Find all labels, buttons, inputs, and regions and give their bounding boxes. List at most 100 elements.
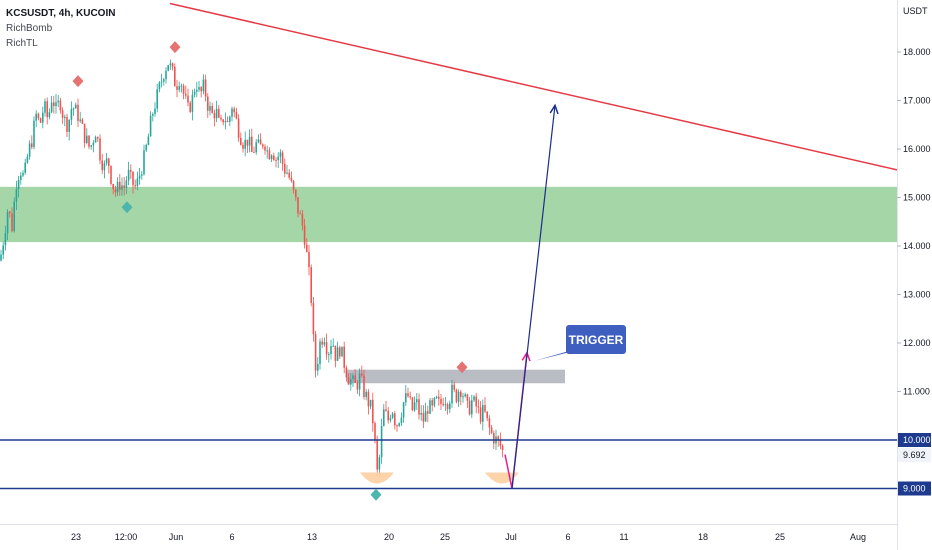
level-10-tag-label: 10.000 xyxy=(903,435,931,445)
price-tags: 10.000 9.692 9.000 xyxy=(898,433,931,496)
candle-body xyxy=(130,169,132,172)
indicator-richbomb[interactable]: RichBomb xyxy=(6,23,53,34)
candle-body xyxy=(231,108,233,117)
candle-body xyxy=(116,181,119,193)
candle-body xyxy=(398,423,400,426)
candle-body xyxy=(277,156,279,161)
candle-body xyxy=(411,397,414,411)
indicator-richtl[interactable]: RichTL xyxy=(6,38,38,49)
candle-body xyxy=(218,108,220,118)
candle-body xyxy=(332,345,334,347)
candle-body xyxy=(266,150,268,152)
candle-body xyxy=(127,169,130,181)
candle-body xyxy=(28,143,31,157)
symbol-title[interactable]: KCSUSDT, 4h, KUCOIN xyxy=(6,8,116,19)
candle-body xyxy=(226,121,229,123)
candle-body xyxy=(466,394,469,401)
candle-body xyxy=(222,119,224,123)
candle-body xyxy=(66,116,68,132)
time-axis-label: 23 xyxy=(71,532,81,542)
candle-body xyxy=(202,79,205,92)
arrows-layer xyxy=(504,103,559,489)
candle-body xyxy=(248,136,251,146)
candle-body xyxy=(493,432,495,444)
candle-body xyxy=(90,145,92,147)
candle-body xyxy=(264,146,266,151)
candle-body xyxy=(253,151,255,153)
trigger-callout[interactable]: TRIGGER xyxy=(534,325,626,361)
candle-body xyxy=(284,163,286,174)
candle-body xyxy=(9,211,11,214)
candle-body xyxy=(314,334,317,371)
last-price-tag xyxy=(898,447,931,462)
candle-body xyxy=(46,101,48,118)
candle-body xyxy=(319,341,321,365)
candle-body xyxy=(440,398,442,405)
time-axis-label: 12:00 xyxy=(115,532,138,542)
candle-body xyxy=(187,95,189,103)
candle-body xyxy=(61,110,64,118)
candle-body xyxy=(471,400,473,415)
time-axis-label: 25 xyxy=(440,532,450,542)
level-10-tag xyxy=(898,433,931,447)
candle-body xyxy=(17,179,20,190)
candle-body xyxy=(372,399,374,424)
trigger-label: TRIGGER xyxy=(569,333,624,347)
candle-body xyxy=(361,373,363,376)
candle-body xyxy=(279,152,282,157)
time-axis-label: 20 xyxy=(384,532,394,542)
candle-body xyxy=(57,100,59,103)
resistance-box xyxy=(347,369,565,384)
price-axis-label: 15.000 xyxy=(903,193,931,203)
candle-body xyxy=(237,118,240,138)
candle-body xyxy=(39,118,42,123)
candle-body xyxy=(134,185,136,187)
candle-body xyxy=(422,412,425,422)
candle-body xyxy=(420,412,422,415)
candle-body xyxy=(325,342,328,355)
candle-body xyxy=(224,121,227,123)
candle-body xyxy=(141,174,143,176)
candle-body xyxy=(196,89,198,92)
drawing-layer xyxy=(0,2,898,490)
candle-body xyxy=(59,100,62,111)
candle-body xyxy=(449,403,451,410)
candle-body xyxy=(424,411,427,422)
candle-body xyxy=(110,165,112,184)
time-axis-label: 6 xyxy=(565,532,570,542)
candle-body xyxy=(215,108,218,119)
time-axis-label: 11 xyxy=(619,532,628,542)
candle-body xyxy=(321,341,323,345)
candle-body xyxy=(55,102,57,107)
candle-body xyxy=(363,375,365,398)
candle-body xyxy=(119,181,121,190)
candle-body xyxy=(31,143,33,148)
time-axis-label: 25 xyxy=(775,532,785,542)
candle-body xyxy=(464,394,466,397)
candle-body xyxy=(396,425,398,427)
candle-body xyxy=(303,225,306,245)
candle-body xyxy=(394,413,396,426)
last-price-label: 9.692 xyxy=(903,450,926,460)
candle-body xyxy=(81,119,84,124)
candle-body xyxy=(200,87,202,92)
candle-body xyxy=(176,86,178,90)
candle-body xyxy=(295,189,297,198)
candle-body xyxy=(341,346,343,357)
candle-body xyxy=(389,417,392,421)
candle-body xyxy=(75,104,77,109)
chart-legend: KCSUSDT, 4h, KUCOIN RichBomb RichTL xyxy=(6,6,115,51)
level-9-tag xyxy=(898,481,931,496)
candle-body xyxy=(22,172,24,176)
candle-body xyxy=(79,119,81,121)
candle-body xyxy=(246,139,249,146)
candle-body xyxy=(2,245,4,255)
candle-body xyxy=(42,112,44,123)
candle-body xyxy=(490,427,493,433)
time-axis[interactable]: 23 12:00 Jun 6 13 20 25 Jul 6 11 18 25 Aug xyxy=(71,532,866,542)
candle-body xyxy=(281,152,284,164)
trigger-box xyxy=(566,325,626,354)
candle-body xyxy=(229,116,231,122)
